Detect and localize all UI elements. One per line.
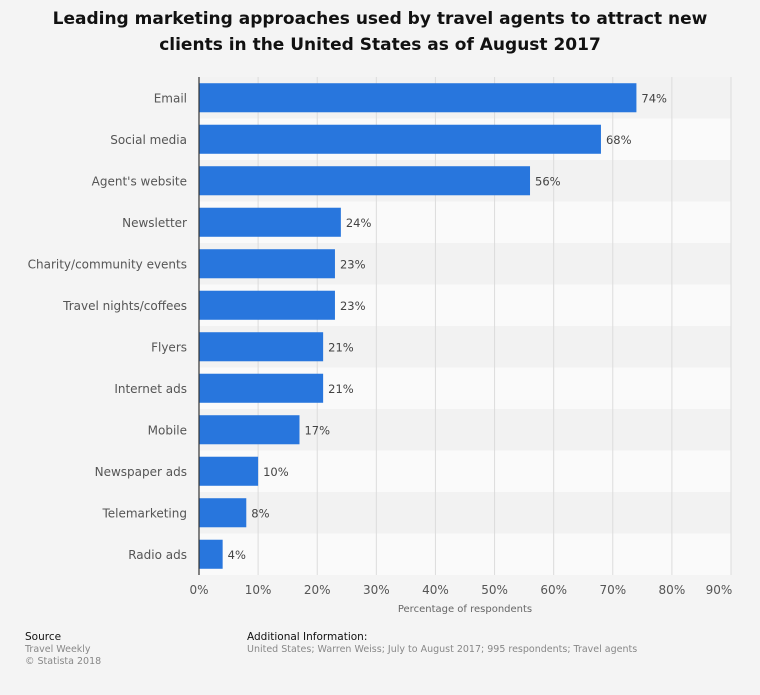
bar <box>199 539 223 569</box>
bar <box>199 207 341 237</box>
value-label: 4% <box>228 548 246 562</box>
bar <box>199 83 637 113</box>
value-label: 24% <box>346 216 372 230</box>
bar <box>199 373 324 403</box>
bar <box>199 249 335 279</box>
chart-title: Leading marketing approaches used by tra… <box>52 9 708 55</box>
value-label: 17% <box>304 423 330 437</box>
additional-info-heading: Additional Information: <box>247 631 368 643</box>
category-label: Agent's website <box>92 174 187 188</box>
x-tick-label: 50% <box>481 583 508 597</box>
copyright: © Statista 2018 <box>25 656 102 667</box>
additional-info-block: Additional Information: United States; W… <box>247 631 637 656</box>
value-label: 8% <box>251 506 269 520</box>
row-band <box>199 492 731 534</box>
category-label: Social media <box>110 133 187 147</box>
x-tick-label: 40% <box>422 583 449 597</box>
category-label: Flyers <box>151 340 187 354</box>
x-tick-label: 10% <box>245 583 272 597</box>
x-tick-label: 80% <box>659 583 686 597</box>
category-label: Mobile <box>148 423 187 437</box>
bar <box>199 290 335 320</box>
source-heading: Source <box>25 631 62 643</box>
x-tick-label: 20% <box>304 583 331 597</box>
bar <box>199 124 601 154</box>
bar <box>199 166 531 196</box>
category-label: Internet ads <box>114 382 187 396</box>
value-label: 10% <box>263 465 289 479</box>
value-label: 23% <box>340 299 366 313</box>
category-label: Telemarketing <box>101 506 187 520</box>
x-tick-label: 90% <box>706 583 733 597</box>
value-label: 56% <box>535 174 561 188</box>
x-axis-title: Percentage of respondents <box>398 604 532 615</box>
x-tick-label: 60% <box>540 583 567 597</box>
category-label: Charity/community events <box>28 257 187 271</box>
category-label: Newspaper ads <box>95 465 187 479</box>
bar <box>199 415 300 445</box>
additional-info-text: United States; Warren Weiss; July to Aug… <box>247 644 638 655</box>
category-label: Email <box>154 91 187 105</box>
x-tick-label: 0% <box>189 583 208 597</box>
category-label: Newsletter <box>122 216 187 230</box>
value-label: 21% <box>328 340 354 354</box>
bar <box>199 456 259 486</box>
bar <box>199 498 247 528</box>
bar <box>199 332 324 362</box>
x-tick-label: 30% <box>363 583 390 597</box>
category-label: Travel nights/coffees <box>62 299 187 313</box>
source-block: Source Travel Weekly © Statista 2018 <box>25 631 101 668</box>
value-label: 74% <box>641 91 667 105</box>
category-label: Radio ads <box>128 548 187 562</box>
x-tick-label: 70% <box>599 583 626 597</box>
value-label: 68% <box>606 133 632 147</box>
source-name: Travel Weekly <box>25 644 91 655</box>
value-label: 21% <box>328 382 354 396</box>
value-label: 23% <box>340 257 366 271</box>
